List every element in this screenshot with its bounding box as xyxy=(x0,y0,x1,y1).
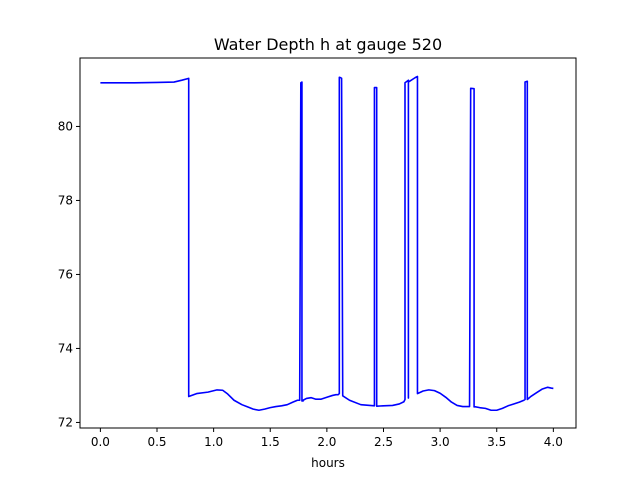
x-tick-label: 2.0 xyxy=(317,435,336,449)
plot-frame xyxy=(79,57,577,429)
series-layer xyxy=(100,75,554,412)
y-tick-label: 72 xyxy=(58,415,73,429)
y-tick-label: 74 xyxy=(58,341,73,355)
x-tick-label: 4.0 xyxy=(544,435,563,449)
plot-area xyxy=(80,58,576,428)
y-tick-label: 76 xyxy=(58,267,73,281)
x-tick-label: 3.0 xyxy=(431,435,450,449)
x-tick-label: 0.0 xyxy=(91,435,110,449)
y-tick-label: 80 xyxy=(58,119,73,133)
series-line xyxy=(100,75,554,412)
x-tick-label: 2.5 xyxy=(374,435,393,449)
y-tick-label: 78 xyxy=(58,193,73,207)
x-axis-ticks: 0.0 0.5 1.0 1.5 2.0 2.5 3.0 3.5 4.0 xyxy=(91,428,563,449)
y-axis-ticks: 72 74 76 78 80 xyxy=(58,119,80,429)
x-tick-label: 0.5 xyxy=(147,435,166,449)
x-tick-label: 3.5 xyxy=(487,435,506,449)
chart-title: Water Depth h at gauge 520 xyxy=(214,35,442,54)
x-axis-label: hours xyxy=(311,456,345,470)
x-tick-label: 1.5 xyxy=(261,435,280,449)
x-tick-label: 1.0 xyxy=(204,435,223,449)
